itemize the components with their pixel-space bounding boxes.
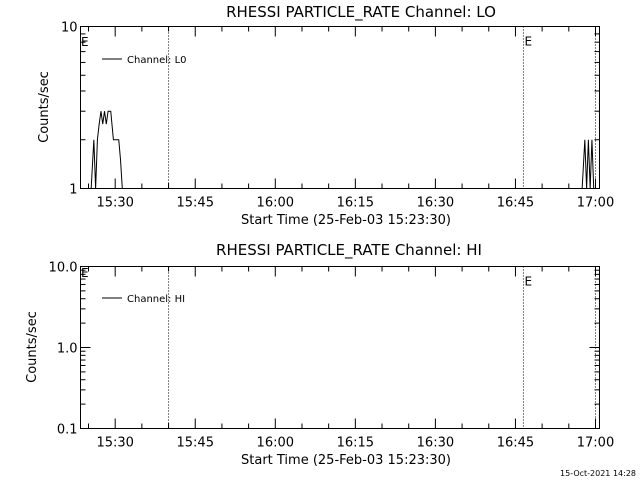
plot-frame	[80, 26, 600, 189]
x-tick-label: 16:30	[417, 196, 454, 211]
y-tick-label: 10.0	[49, 261, 78, 276]
y-tick-label: 1	[69, 183, 77, 198]
chart-title: RHESSI PARTICLE_RATE Channel: LO	[226, 3, 496, 22]
x-tick-label: 16:15	[337, 196, 374, 211]
x-tick-label: 16:45	[497, 436, 534, 451]
x-tick-label: 16:00	[257, 436, 294, 451]
x-tick-label: 16:00	[257, 196, 294, 211]
x-tick-label: 16:30	[417, 436, 454, 451]
x-tick-label: 15:30	[96, 436, 133, 451]
chart-title: RHESSI PARTICLE_RATE Channel: HI	[216, 241, 482, 260]
plot-frame	[80, 266, 600, 429]
x-tick-label: 15:30	[96, 196, 133, 211]
x-axis-title: Start Time (25-Feb-03 15:23:30)	[241, 213, 451, 228]
x-axis-ticks: 15:30 15:45 16:00 16:15 16:30 16:45 17:00	[88, 26, 614, 211]
x-tick-label: 16:45	[497, 196, 534, 211]
y-axis-title: Counts/sec	[37, 71, 52, 143]
y-axis-ticks: 0.1 1.0 10.0	[49, 261, 600, 438]
y-axis-title: Counts/sec	[25, 311, 40, 383]
x-tick-label: 16:15	[337, 436, 374, 451]
legend-label: Channel: HI	[127, 294, 185, 305]
y-axis-ticks: 1 10	[61, 21, 600, 198]
x-tick-label: 17:00	[577, 436, 614, 451]
x-axis-title: Start Time (25-Feb-03 15:23:30)	[241, 453, 451, 468]
panel-hi-channel: RHESSI PARTICLE_RATE Channel: HI 0.1 1.0 1…	[25, 241, 614, 468]
series-layer	[90, 110, 595, 189]
series-line	[581, 139, 595, 189]
panel-lo-channel: RHESSI PARTICLE_RATE Channel: LO 1 10 15:…	[37, 3, 614, 228]
y-tick-label: 0.1	[57, 423, 78, 438]
start-marker-label: E	[81, 35, 89, 49]
series-line	[90, 110, 123, 189]
generation-timestamp: 15-Oct-2021 14:28	[560, 469, 636, 478]
y-tick-label: 10	[61, 21, 78, 36]
x-axis-ticks: 15:30 15:45 16:00 16:15 16:30 16:45 17:00	[88, 266, 614, 451]
x-tick-label: 15:45	[177, 436, 214, 451]
event-label: E	[524, 275, 532, 289]
x-tick-label: 15:45	[177, 196, 214, 211]
y-tick-label: 1.0	[57, 342, 78, 357]
event-lines: E	[168, 26, 596, 189]
x-tick-label: 17:00	[577, 196, 614, 211]
event-label: E	[524, 35, 532, 49]
event-lines: E	[168, 266, 596, 429]
legend-label: Channel: L0	[127, 55, 187, 66]
start-marker-label: E	[81, 266, 89, 280]
